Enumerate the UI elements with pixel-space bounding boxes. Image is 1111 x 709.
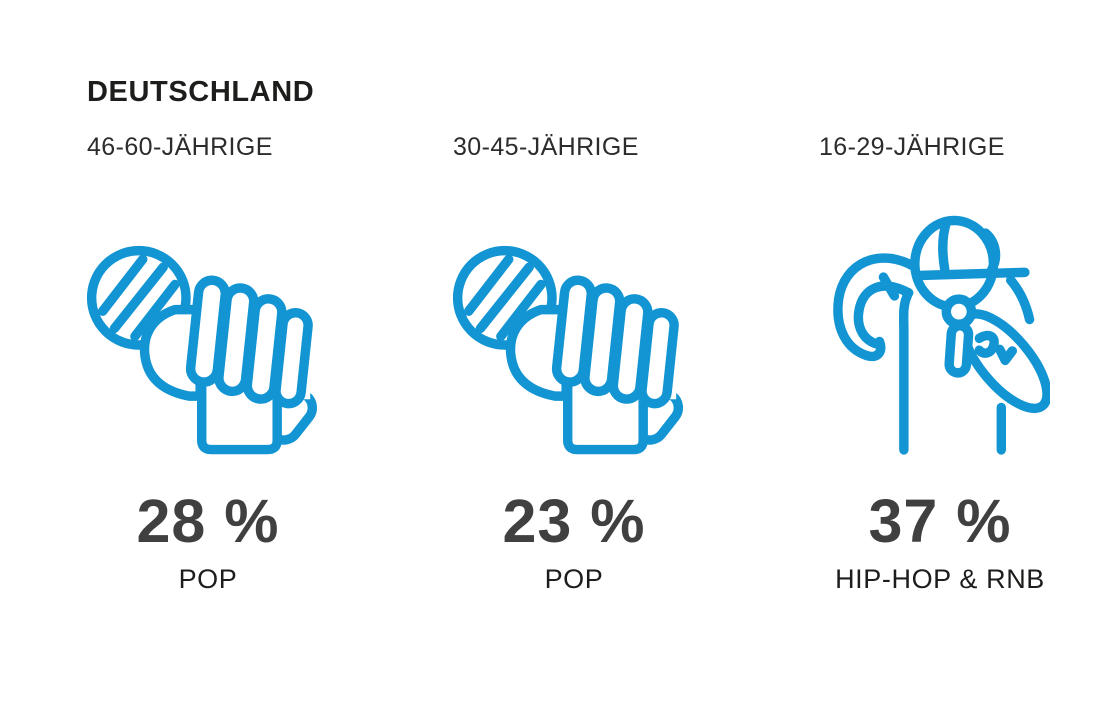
age-group-label: 46-60-JÄHRIGE <box>87 133 273 161</box>
genre-label: POP <box>178 564 238 594</box>
column-30-45: 30-45-JÄHRIGE <box>426 133 722 595</box>
column-46-60: 46-60-JÄHRIGE <box>60 133 356 595</box>
percentage-value: 28 % <box>136 487 280 555</box>
infographic: DEUTSCHLAND 46-60-JÄHRIGE <box>60 76 1111 595</box>
genre-label: POP <box>544 564 604 594</box>
icon-box <box>792 202 1088 458</box>
age-columns: 46-60-JÄHRIGE <box>60 133 1111 595</box>
icon-box <box>426 202 722 458</box>
percentage-value: 37 % <box>868 487 1012 555</box>
column-16-29: 16-29-JÄHRIGE <box>792 133 1088 595</box>
rapper-with-microphone-icon <box>833 215 1050 455</box>
genre-label: HIP-HOP & RNB <box>835 564 1045 594</box>
age-group-label: 30-45-JÄHRIGE <box>453 133 639 161</box>
percentage-value: 23 % <box>502 487 646 555</box>
icon-box <box>60 202 356 458</box>
age-group-label: 16-29-JÄHRIGE <box>819 133 1005 161</box>
microphone-in-fist-icon <box>452 245 684 455</box>
page-title: DEUTSCHLAND <box>87 76 315 108</box>
microphone-in-fist-icon <box>86 245 318 455</box>
